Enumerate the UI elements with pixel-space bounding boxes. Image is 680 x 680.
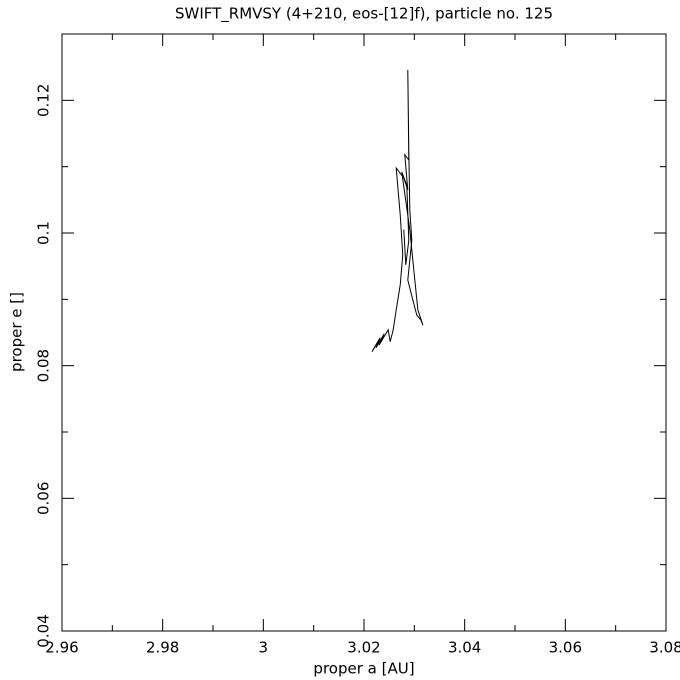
y-axis-label: proper e [] <box>8 292 26 372</box>
x-tick-label: 3.02 <box>347 639 380 657</box>
y-tick-label: 0.12 <box>35 84 53 117</box>
trajectory-line <box>371 69 424 352</box>
x-tick-label: 3.06 <box>549 639 582 657</box>
y-tick-label: 0.1 <box>35 221 53 245</box>
x-axis-label: proper a [AU] <box>313 660 414 678</box>
x-tick-label: 2.98 <box>146 639 179 657</box>
y-tick-label: 0.06 <box>35 482 53 515</box>
y-tick-label: 0.04 <box>35 614 53 647</box>
x-tick-label: 2.96 <box>45 639 78 657</box>
plot-frame <box>61 33 667 632</box>
chart-title: SWIFT_RMVSY (4+210, eos-[12]f), particle… <box>175 5 553 24</box>
y-tick-label: 0.08 <box>35 349 53 382</box>
x-tick-label: 3.08 <box>649 639 680 657</box>
x-tick-label: 3 <box>259 639 269 657</box>
x-tick-label: 3.04 <box>448 639 481 657</box>
